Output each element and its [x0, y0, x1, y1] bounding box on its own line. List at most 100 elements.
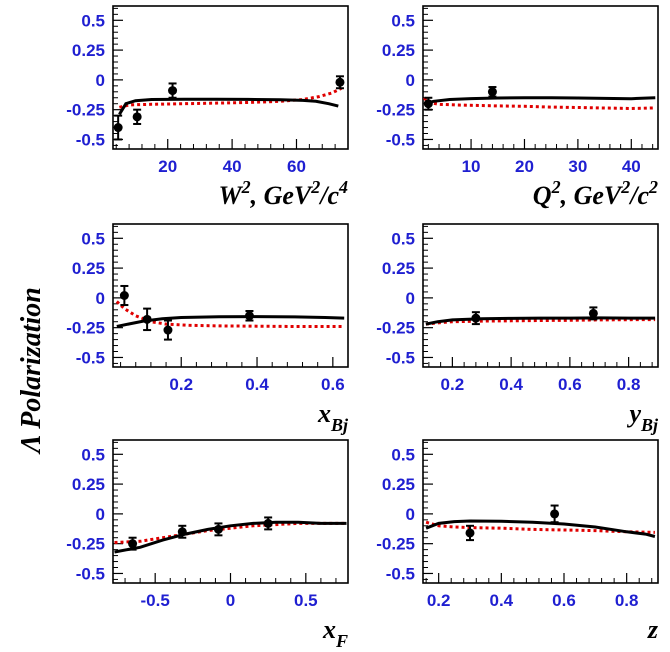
y-tick-label: 0.25	[72, 41, 105, 60]
model-curve-solid	[423, 96, 656, 106]
y-tick-label: 0	[406, 71, 415, 90]
x-axis-title-part: F	[335, 631, 348, 651]
x-tick-label: 40	[223, 157, 242, 176]
x-axis-title-part: x	[317, 399, 331, 428]
data-point	[263, 518, 273, 528]
y-tick-label: 0.5	[391, 229, 415, 248]
x-tick-label: 0.4	[499, 375, 523, 394]
plot-frame	[422, 223, 659, 368]
x-axis-title-part: , GeV	[250, 181, 314, 210]
x-axis-title-part: 2	[620, 177, 630, 197]
data-point	[588, 308, 598, 318]
x-axis-title-part: Q	[533, 181, 552, 210]
y-tick-label: 0.25	[72, 259, 105, 278]
y-tick-label: 0	[96, 71, 105, 90]
data-point	[550, 509, 560, 519]
y-tick-label: 0	[96, 505, 105, 524]
panel-z: 0.5 0.25 0 -0.25 -0.5 0.2 0.4 0.6 0.8 z	[376, 439, 659, 644]
y-tick-label: -0.25	[376, 535, 415, 554]
y-tick-label: 0.25	[382, 475, 415, 494]
x-tick-label: 0.2	[427, 591, 451, 610]
y-tick-label: -0.5	[76, 130, 105, 149]
x-axis-title-part: 2	[648, 177, 658, 197]
model-curve-dashed	[423, 96, 656, 111]
panel-xF: 0.50.250-0.25-0.5-0.5 0 0.5xF	[66, 439, 349, 651]
x-axis-title-part: 2	[310, 177, 320, 197]
data-point	[487, 87, 497, 97]
x-tick-label: 0.4	[490, 591, 514, 610]
x-axis-title-part: /c	[628, 181, 649, 210]
y-tick-label: 0.5	[81, 445, 105, 464]
data-point	[119, 291, 129, 300]
y-tick-label: -0.5	[386, 130, 415, 149]
x-tick-label: 0.2	[169, 375, 193, 394]
x-axis-title-part: z	[647, 615, 659, 644]
y-tick-label: -0.5	[76, 564, 105, 583]
data-point	[163, 325, 173, 335]
x-tick-label: 0.6	[321, 375, 345, 394]
x-tick-label: 0.6	[552, 591, 576, 610]
data-point	[423, 99, 433, 109]
model-curve-solid	[118, 97, 339, 116]
x-axis-title: W2, GeV2/c4	[218, 177, 348, 210]
y-tick-label: 0.5	[81, 229, 105, 248]
y-tick-label: -0.5	[76, 348, 105, 367]
x-tick-label: 0.5	[294, 591, 318, 610]
data-point	[142, 314, 152, 324]
x-tick-label: 10	[462, 157, 481, 176]
y-tick-label: -0.25	[66, 319, 105, 338]
x-axis-title-part: W	[218, 181, 243, 210]
data-point	[465, 528, 475, 538]
y-tick-label: 0	[406, 505, 415, 524]
x-axis-title: z	[647, 615, 659, 644]
x-tick-label: 0.8	[615, 591, 639, 610]
x-axis-title-part: x	[322, 615, 336, 644]
data-point	[128, 539, 138, 549]
model-curve-solid	[425, 316, 656, 326]
panel-xBj: 0.5 0.25 0 -0.25 -0.5 0.2 0.4 0.6 xBj	[66, 223, 349, 435]
x-axis-title: yBj	[626, 399, 659, 435]
x-tick-label: 0	[226, 591, 235, 610]
x-axis-title-part: , GeV	[560, 181, 624, 210]
x-tick-label: 0.8	[617, 375, 641, 394]
data-point	[132, 112, 142, 122]
model-curve-dashed	[119, 86, 343, 109]
y-tick-label: -0.5	[386, 564, 415, 583]
x-axis-title-part: 2	[241, 177, 251, 197]
model-curve-solid	[116, 315, 345, 328]
x-tick-label: 0.2	[441, 375, 465, 394]
x-axis-title: xF	[322, 615, 348, 651]
data-point	[177, 527, 187, 537]
x-axis-title-part: Bj	[640, 415, 659, 435]
y-tick-label: 0.25	[382, 259, 415, 278]
model-curve-dashed	[115, 300, 345, 328]
plot-frame	[112, 5, 349, 150]
y-tick-label: 0.5	[81, 11, 105, 30]
model-curve-solid	[114, 520, 347, 554]
y-tick-label: -0.25	[66, 535, 105, 554]
model-curve-solid	[425, 519, 656, 538]
y-tick-label: 0.25	[382, 41, 415, 60]
panel-yBj: 0.5 0.25 0 -0.25 -0.5 0.2 0.4 0.6 0.8 yBj	[376, 223, 659, 435]
data-point	[168, 86, 178, 96]
y-tick-label: 0.5	[391, 11, 415, 30]
y-axis-title: Λ Polarization	[16, 287, 47, 455]
y-tick-label: 0.5	[391, 445, 415, 464]
x-tick-label: 30	[568, 157, 587, 176]
x-tick-label: 0.6	[558, 375, 582, 394]
data-point	[213, 524, 223, 534]
y-tick-label: 0.25	[72, 475, 105, 494]
plot-frame	[112, 439, 349, 584]
y-tick-label: 0	[406, 289, 415, 308]
x-axis-title-part: y	[626, 399, 641, 428]
data-point	[113, 123, 123, 133]
x-axis-title: Q2, GeV2/c2	[533, 177, 658, 210]
x-axis-title-part: Bj	[330, 415, 349, 435]
data-point	[335, 77, 345, 87]
plot-frame	[112, 223, 349, 368]
x-tick-label: 20	[158, 157, 177, 176]
x-tick-label: 60	[287, 157, 306, 176]
y-tick-label: -0.25	[376, 319, 415, 338]
